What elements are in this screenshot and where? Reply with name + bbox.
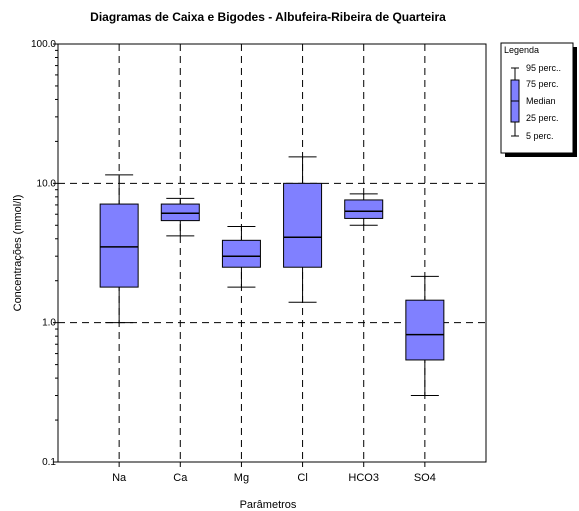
iqr-box [405,299,445,361]
boxes [99,156,445,397]
legend-entry-75: 75 perc. [526,79,559,89]
box-cl [283,156,323,303]
x-tick-label: Mg [234,472,249,484]
box-hco3 [344,193,384,226]
y-axis-label: Concentrações (mmol/l) [12,195,24,312]
x-tick-label: HCO3 [348,472,379,484]
x-tick-label: SO4 [414,472,436,484]
x-tick-label: Cl [297,472,307,484]
box-ca [160,197,200,237]
y-axis-ticks: 0.1 1.0 10.0 100.0 [31,39,58,468]
chart-title: Diagramas de Caixa e Bigodes - Albufeira… [90,10,446,24]
y-tick-label: 0.1 [42,457,56,468]
legend-entry-25: 25 perc. [526,113,559,123]
y-tick-label: 100.0 [31,39,56,50]
iqr-box [221,239,261,268]
box-so4 [405,275,445,397]
iqr-box [344,199,384,219]
x-axis-label: Parâmetros [240,499,297,511]
iqr-box [283,182,323,268]
plot-frame [57,43,487,463]
x-axis-ticks: Na Ca Mg Cl HCO3 SO4 [112,462,436,484]
x-tick-label: Ca [173,472,188,484]
box-na [99,174,139,324]
box-mg [221,225,261,288]
legend-entry-median: Median [526,96,556,106]
x-tick-label: Na [112,472,127,484]
iqr-box [99,203,139,288]
y-tick-label: 10.0 [37,178,57,189]
legend-title: Legenda [504,45,539,55]
legend-entry-5: 5 perc. [526,131,554,141]
iqr-box [160,203,200,222]
legend-entry-95: 95 perc.. [526,63,561,73]
legend: Legenda 95 perc.. 75 perc. Median 25 per… [500,42,577,157]
y-tick-label: 1.0 [42,318,56,329]
